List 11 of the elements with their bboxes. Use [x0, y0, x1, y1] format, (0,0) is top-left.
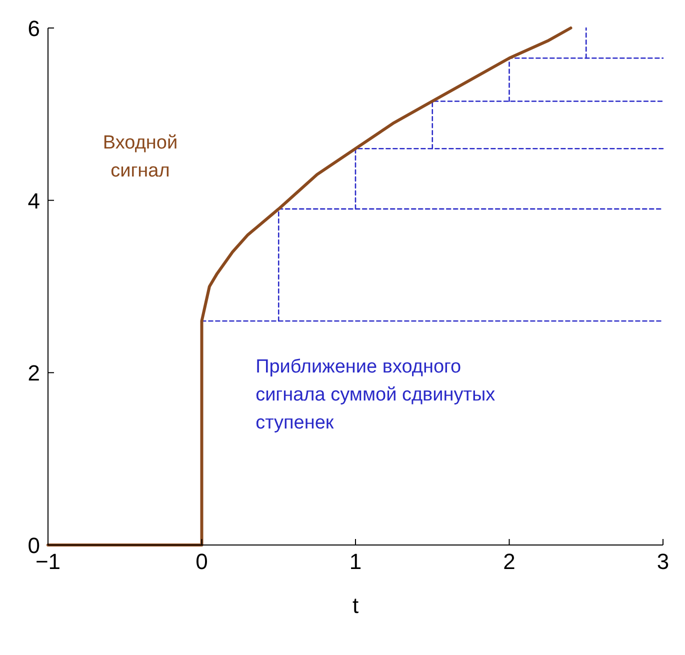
- x-tick-label: 1: [349, 549, 362, 574]
- y-tick-label: 4: [28, 188, 40, 214]
- x-axis-title: t: [352, 593, 359, 618]
- x-tick-label: 2: [503, 549, 516, 574]
- y-tick-label: 2: [28, 360, 40, 386]
- x-tick-label: 0: [196, 549, 208, 574]
- y-tick-label: 6: [28, 16, 40, 41]
- series-label: Приближение входного сигнала суммой сдвинутых ступенек: [256, 356, 496, 434]
- y-tick-label: 0: [28, 533, 40, 558]
- text: Входной сигнал: [102, 132, 178, 182]
- x-tick-label: 3: [656, 549, 670, 574]
